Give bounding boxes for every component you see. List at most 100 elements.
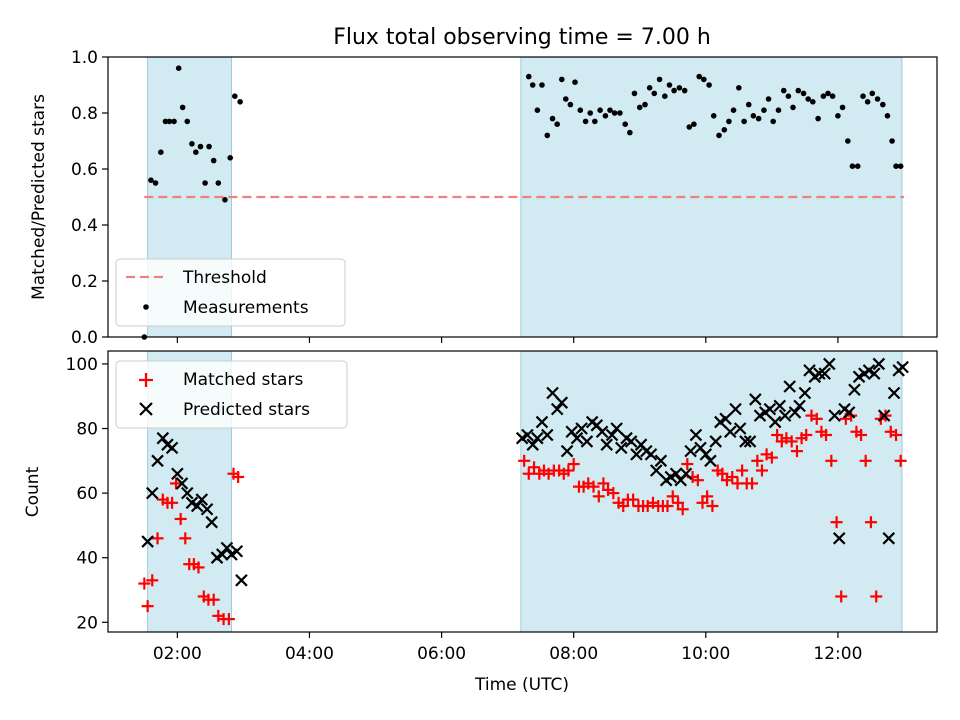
measurement-point <box>726 118 732 125</box>
predicted-star-marker <box>699 448 713 461</box>
matched-star-marker <box>765 451 778 464</box>
predicted-star-marker <box>575 422 588 435</box>
predicted-star-marker <box>813 367 826 380</box>
matched-star-marker <box>785 435 798 448</box>
measurement-point <box>202 180 208 186</box>
matched-star-marker <box>141 600 154 613</box>
measurement-point <box>642 101 648 108</box>
predicted-star-marker <box>818 367 831 380</box>
matched-star-marker <box>830 516 843 529</box>
measurement-point <box>534 107 541 113</box>
predicted-star-marker <box>614 441 628 455</box>
measurement-point <box>631 90 638 97</box>
matched-star-marker <box>890 428 903 441</box>
matched-star-marker <box>617 500 630 513</box>
measurement-point <box>721 127 728 133</box>
predicted-star-marker <box>763 402 777 416</box>
predicted-star-marker <box>560 444 574 458</box>
x-tick-label: 10:00 <box>681 644 730 664</box>
matched-star-marker <box>146 574 159 587</box>
matched-star-marker <box>701 490 714 503</box>
measurement-point <box>691 121 697 127</box>
predicted-star-marker <box>654 454 668 468</box>
measurement-point <box>820 93 827 99</box>
matched-star-marker <box>528 461 541 474</box>
matched-star-marker <box>661 500 674 513</box>
predicted-star-marker <box>823 357 836 371</box>
predicted-star-marker <box>145 486 159 500</box>
measurement-point <box>696 73 702 80</box>
predicted-star-marker <box>230 544 244 558</box>
predicted-star-marker <box>743 435 757 448</box>
predicted-star-marker <box>877 409 891 422</box>
matched-star-marker <box>706 500 719 513</box>
predicted-star-marker <box>175 477 189 490</box>
top-y-tick-label: 0.2 <box>71 272 98 292</box>
predicted-star-marker <box>798 386 812 400</box>
predicted-star-marker <box>644 448 658 461</box>
measurement-point <box>210 157 217 164</box>
matched-star-marker <box>771 428 784 441</box>
predicted-star-marker <box>235 574 248 587</box>
predicted-star-marker <box>649 464 663 477</box>
measurement-point <box>189 141 195 147</box>
matched-star-marker <box>232 470 245 483</box>
top-legend-frame <box>115 258 346 327</box>
predicted-star-marker <box>630 448 643 461</box>
predicted-star-marker <box>867 367 881 380</box>
measurement-point <box>750 113 757 119</box>
matched-star-marker <box>736 464 749 477</box>
bottom-axes-frame <box>107 350 938 633</box>
legend-matched-label: Matched stars <box>183 370 303 390</box>
measurement-point <box>835 113 841 119</box>
matched-star-marker <box>716 467 729 480</box>
matched-star-marker <box>179 532 192 545</box>
measurement-point <box>567 101 574 108</box>
matched-star-marker <box>870 590 883 603</box>
matched-star-marker <box>166 496 179 509</box>
predicted-star-marker <box>739 435 752 448</box>
predicted-star-marker <box>848 383 861 397</box>
measurement-point <box>716 132 722 139</box>
measurement-point <box>671 87 677 94</box>
measurement-point <box>730 107 737 113</box>
measurement-point <box>206 143 212 150</box>
matched-star-marker <box>170 477 183 490</box>
measurement-point <box>193 149 199 155</box>
predicted-star-marker <box>180 486 194 500</box>
matched-star-marker <box>726 470 739 483</box>
measurement-point <box>849 163 856 169</box>
measurement-point <box>617 110 623 116</box>
predicted-star-marker <box>778 409 792 422</box>
measurement-point <box>529 82 536 88</box>
measurement-point <box>770 118 776 125</box>
measurement-point <box>656 76 663 83</box>
predicted-star-marker <box>872 357 886 371</box>
predicted-star-marker <box>768 415 782 429</box>
measurement-point <box>815 115 821 122</box>
matched-star-marker <box>855 428 868 441</box>
predicted-star-marker <box>773 399 787 413</box>
measurement-point <box>785 93 792 99</box>
bottom-panel: 20 40 60 80 100 02:00 04:00 06:00 08:00 10:00 12:… <box>23 350 938 695</box>
predicted-star-marker <box>215 548 229 561</box>
measurement-point <box>587 110 594 116</box>
matched-star-marker <box>222 613 235 626</box>
matched-star-marker <box>835 590 848 603</box>
matched-star-marker <box>800 428 813 441</box>
measurement-point <box>810 99 816 105</box>
predicted-star-marker <box>733 422 747 435</box>
measurement-point <box>184 118 191 125</box>
predicted-star-marker <box>605 428 619 442</box>
top-axes-frame <box>107 56 938 338</box>
measurement-point <box>627 129 633 136</box>
top-x-ticks <box>176 337 839 343</box>
predicted-star-marker <box>749 393 762 406</box>
predicted-star-marker <box>540 428 554 442</box>
x-tick-label: 04:00 <box>285 644 334 664</box>
measurement-point <box>800 90 807 97</box>
measurement-point <box>825 90 831 97</box>
matched-star-marker <box>138 577 151 590</box>
predicted-star-marker <box>719 412 732 426</box>
measurement-point <box>597 107 603 113</box>
